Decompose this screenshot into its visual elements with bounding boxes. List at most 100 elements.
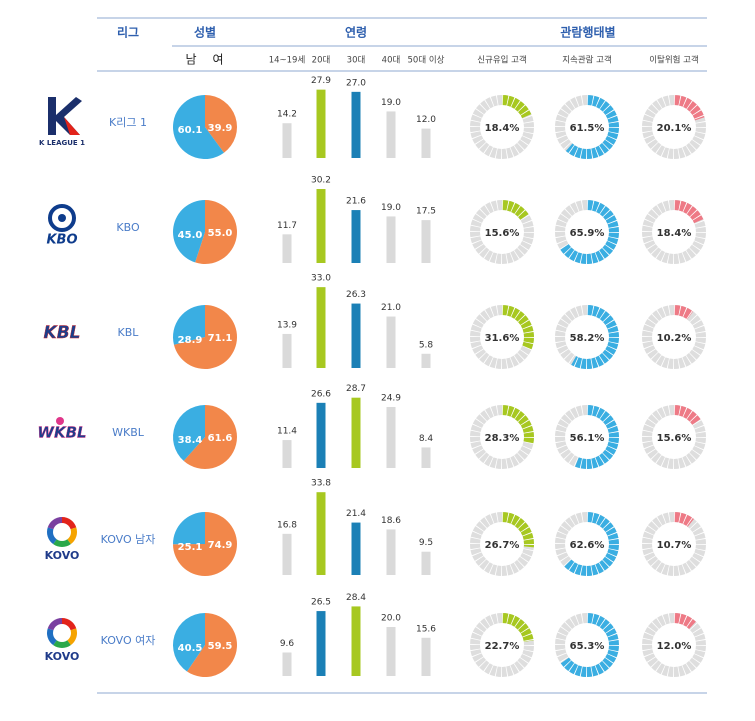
pie-female [173,305,237,369]
age-label: 12.0 [416,115,436,125]
logo-text: KBO [46,233,77,248]
donut-ticks [554,94,620,160]
donut-arc [501,512,534,548]
donut-arc [565,95,619,159]
age-bar [282,533,292,575]
donut-arc [560,613,619,677]
donut-label: 20.1% [657,123,692,134]
pie-label: 25.1 [178,542,203,553]
age-bar [351,91,361,158]
donut-ticks [641,404,707,470]
age-label: 33.0 [311,274,331,284]
age-label: 5.8 [419,340,434,350]
age-label: 11.7 [277,221,297,231]
pie-male [173,405,205,461]
donut-label: 56.1% [570,433,605,444]
donut-ticks [469,612,535,678]
column-header: 성별 [194,25,216,40]
pie-label: 60.1 [178,125,203,136]
donut-ticks [469,199,535,265]
donut-arc [501,613,534,643]
sub-header: 이탈위험 고객 [649,55,699,66]
age-bar [351,606,361,676]
league-name: KBL [118,326,140,339]
pie-female [205,95,237,153]
donut-arc [501,95,532,119]
age-bar [351,210,361,263]
pie-label: 39.9 [208,123,233,134]
donut-ticks [554,612,620,678]
league-name: KBO [116,221,140,234]
donut-label: 12.0% [657,641,692,652]
sub-header: 20대 [312,56,331,66]
age-bar [351,397,361,468]
age-label: 28.4 [346,593,366,603]
donut-label: 22.7% [485,641,520,652]
logo-text: KBL [44,323,81,343]
age-bar [282,234,292,263]
sub-header: 30대 [347,56,366,66]
age-label: 13.9 [277,320,297,330]
donut-arc [673,305,694,320]
donut-label: 62.6% [570,540,605,551]
donut-label: 15.6% [485,228,520,239]
donut-label: 10.2% [657,333,692,344]
logo-mark [53,624,71,642]
pie-female [187,613,238,677]
age-bar [421,637,431,676]
donut-label: 15.6% [657,433,692,444]
age-bar [351,522,361,575]
donut-arc [501,200,529,221]
sub-header: 지속관람 고객 [562,55,612,66]
pie-label: 28.9 [178,335,203,346]
donut-label: 58.2% [570,333,605,344]
donut-ticks [641,612,707,678]
donut-ticks [641,511,707,577]
age-label: 21.4 [346,509,366,519]
pie-female [183,405,237,470]
logo-mark [56,417,64,425]
donut-ticks [554,511,620,577]
logo-mark [53,523,71,541]
pie-label: 61.6 [208,433,233,444]
age-bar [316,402,326,468]
age-label: 14.2 [277,110,297,120]
pie-label: 40.5 [178,643,203,654]
donut-label: 31.6% [485,333,520,344]
age-bar [386,627,396,676]
donut-ticks [469,404,535,470]
logo-text: KOVO [45,549,80,562]
donut-label: 10.7% [657,540,692,551]
age-label: 19.0 [381,98,401,108]
age-bar [351,303,361,368]
pie-male [173,613,205,672]
age-label: 19.0 [381,203,401,213]
donut-label: 61.5% [570,123,605,134]
sub-header: 여 [212,53,223,67]
donut-label: 18.4% [485,123,520,134]
age-label: 27.0 [346,78,366,88]
pie-label: 74.9 [208,540,233,551]
column-header: 연령 [345,25,367,40]
donut-ticks [641,199,707,265]
age-label: 21.6 [346,197,366,207]
sub-header: 50대 이상 [408,55,445,66]
age-bar [386,406,396,468]
logo-mark [64,117,80,135]
pie-label: 71.1 [208,333,233,344]
pie-male [172,512,205,545]
league-name: K리그 1 [109,116,147,129]
age-label: 15.6 [416,624,436,634]
donut-ticks [469,94,535,160]
sub-header: 14~19세 [269,56,306,66]
sub-header: 40대 [382,56,401,66]
age-bar [282,440,292,468]
pie-label: 45.0 [178,230,203,241]
age-label: 21.0 [381,303,401,313]
age-label: 9.5 [419,538,433,548]
donut-label: 65.9% [570,228,605,239]
pie-female [173,512,237,576]
age-bar [386,529,396,575]
pie-male [173,200,205,263]
